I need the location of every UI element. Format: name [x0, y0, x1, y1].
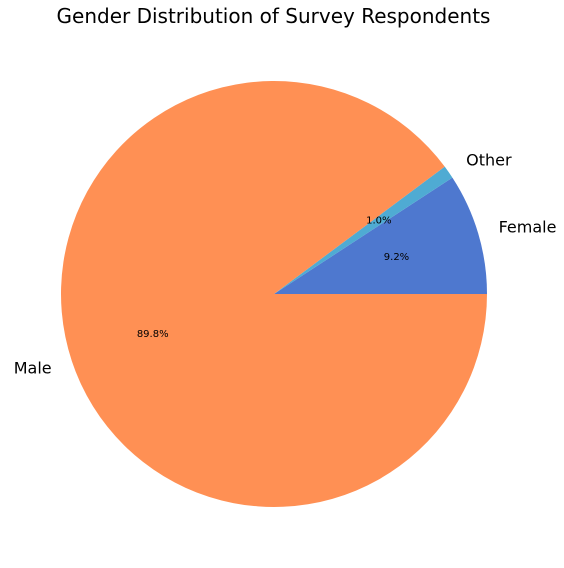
pie-slice-other — [274, 166, 453, 294]
slice-label-other: Other — [466, 150, 512, 169]
slice-percent-male: 89.8% — [137, 329, 169, 340]
slices-layer — [61, 81, 487, 508]
pie-slice-male — [61, 81, 487, 508]
chart-title: Gender Distribution of Survey Respondent… — [56, 4, 491, 28]
pie-slice-female — [274, 177, 487, 294]
slice-label-male: Male — [14, 358, 52, 377]
slice-percent-other: 1.0% — [366, 215, 391, 226]
slice-percent-female: 9.2% — [384, 252, 409, 263]
slice-label-female: Female — [499, 218, 557, 237]
labels-layer: Female 9.2% Other 1.0% Male 89.8% — [14, 150, 557, 377]
